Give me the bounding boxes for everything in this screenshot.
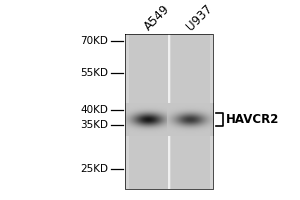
Text: U937: U937 (184, 3, 215, 34)
Text: 55KD: 55KD (80, 68, 108, 78)
Text: 25KD: 25KD (80, 164, 108, 174)
Text: 35KD: 35KD (80, 120, 108, 130)
Bar (124, 34, 213, 189)
Text: 40KD: 40KD (80, 105, 108, 115)
Bar (129, 34, 168, 189)
Bar (171, 34, 210, 189)
Text: A549: A549 (142, 3, 173, 34)
Text: 70KD: 70KD (80, 36, 108, 46)
Text: HAVCR2: HAVCR2 (226, 113, 280, 126)
